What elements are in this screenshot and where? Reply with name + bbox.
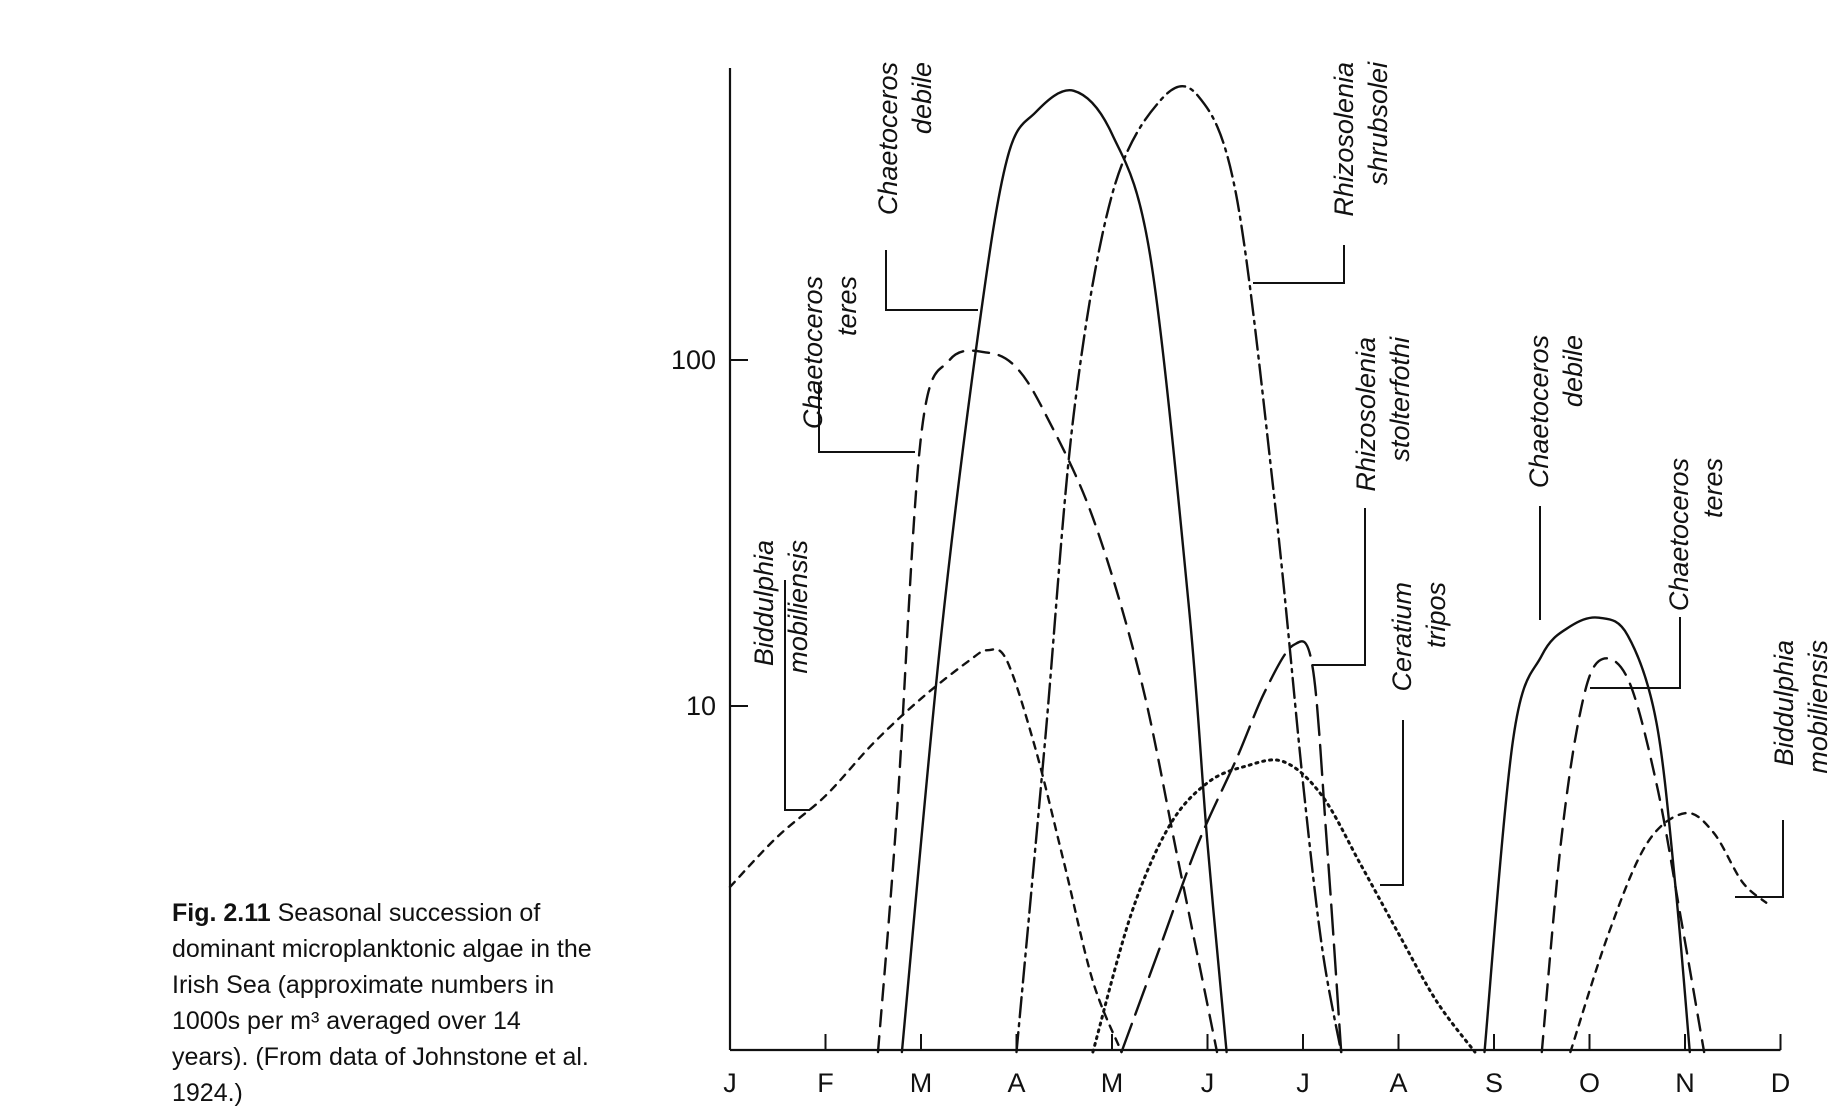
y-tick-label: 100 <box>671 345 716 375</box>
x-tick-label: D <box>1771 1068 1791 1098</box>
figure-label: Fig. 2.11 <box>172 899 271 927</box>
x-tick-label: M <box>910 1068 933 1098</box>
leader-line <box>885 250 978 311</box>
chart-axes: 10 100 J F M A M J J A S O N D <box>671 68 1790 1098</box>
figure-caption-text: Seasonal succession of dominant micropla… <box>172 899 592 1107</box>
species-label-line: shrubsolei <box>1363 61 1393 185</box>
leader-line <box>1380 720 1404 886</box>
x-tick-label: J <box>1201 1068 1215 1098</box>
species-label-line: Biddulphia <box>1769 640 1799 766</box>
x-tick-label: J <box>723 1068 737 1098</box>
leader-line <box>1590 617 1681 689</box>
leader-line <box>784 580 810 811</box>
leader-line <box>1312 508 1366 666</box>
species-label-chaetoceros-debile: Chaetoceros debile <box>1524 335 1588 488</box>
species-label-line: mobiliensis <box>1803 640 1833 774</box>
x-tick-label: N <box>1675 1068 1695 1098</box>
series-line-chaetoceros-debile <box>900 88 1228 1054</box>
species-label-chaetoceros-teres: Chaetoceros teres <box>1664 458 1728 611</box>
species-label-biddulphia-mobiliensis: Biddulphia mobiliensis <box>1769 640 1833 774</box>
x-tick-label: A <box>1389 1068 1407 1098</box>
species-label-line: debile <box>1558 335 1588 407</box>
x-tick-label: O <box>1579 1068 1600 1098</box>
species-label-line: Chaetoceros <box>873 62 903 215</box>
series-line-biddulphia-mobiliensis <box>728 648 1123 1054</box>
series-line-chaetoceros-debile <box>1483 616 1691 1054</box>
figure-caption: Fig. 2.11 Seasonal succession of dominan… <box>172 895 602 1111</box>
species-label-line: Rhizosolenia <box>1329 62 1359 217</box>
species-label-rhizosolenia-stolterfothi: Rhizosolenia stolterfothi <box>1351 336 1415 492</box>
species-label-line: Biddulphia <box>749 540 779 666</box>
series-line-ceratium-tripos <box>1091 758 1477 1054</box>
species-label-line: Rhizosolenia <box>1351 337 1381 492</box>
species-label-rhizosolenia-shrubsolei: Rhizosolenia shrubsolei <box>1329 61 1393 217</box>
x-tick-label: F <box>817 1068 834 1098</box>
x-tick-label: S <box>1485 1068 1503 1098</box>
species-label-chaetoceros-debile: Chaetoceros debile <box>873 62 937 215</box>
species-label-line: stolterfothi <box>1385 336 1415 462</box>
series-line-rhizosolenia-shrubsolei <box>1015 85 1343 1054</box>
y-tick-label: 10 <box>686 691 716 721</box>
leader-line <box>818 385 915 453</box>
species-label-ceratium-tripos: Ceratium tripos <box>1387 582 1451 692</box>
series-lines <box>728 85 1768 1054</box>
x-tick-label: M <box>1101 1068 1124 1098</box>
leader-line <box>1253 245 1345 284</box>
x-tick-label: A <box>1007 1068 1025 1098</box>
series-line-chaetoceros-teres <box>876 349 1219 1054</box>
series-line-chaetoceros-teres <box>1540 657 1706 1054</box>
species-label-line: teres <box>1698 458 1728 518</box>
x-tick-label: J <box>1296 1068 1310 1098</box>
species-label-biddulphia-mobiliensis: Biddulphia mobiliensis <box>749 540 813 674</box>
species-label-line: teres <box>832 276 862 336</box>
species-label-line: Ceratium <box>1387 582 1417 692</box>
species-label-line: tripos <box>1421 582 1451 648</box>
species-label-line: Chaetoceros <box>1524 335 1554 488</box>
leader-line <box>1735 820 1784 898</box>
species-label-line: Chaetoceros <box>798 276 828 429</box>
species-label-line: Chaetoceros <box>1664 458 1694 611</box>
series-line-biddulphia-mobiliensis <box>1569 811 1768 1054</box>
species-label-line: debile <box>907 62 937 134</box>
series-line-rhizosolenia-stolterfothi <box>1120 640 1343 1054</box>
species-label-chaetoceros-teres: Chaetoceros teres <box>798 276 862 429</box>
species-label-line: mobiliensis <box>783 540 813 674</box>
